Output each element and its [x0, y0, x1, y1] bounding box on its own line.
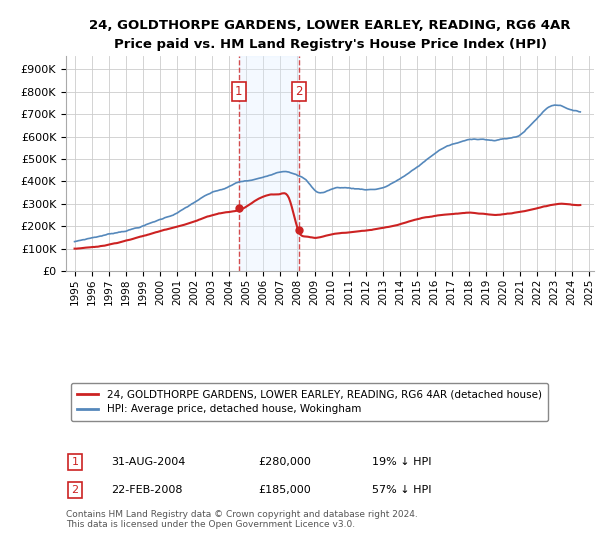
Text: 57% ↓ HPI: 57% ↓ HPI — [372, 485, 431, 495]
Text: 19% ↓ HPI: 19% ↓ HPI — [372, 457, 431, 467]
Text: £280,000: £280,000 — [258, 457, 311, 467]
Text: 1: 1 — [235, 85, 242, 99]
Bar — [239, 56, 299, 271]
Text: Contains HM Land Registry data © Crown copyright and database right 2024.
This d: Contains HM Land Registry data © Crown c… — [66, 510, 418, 529]
Text: 1: 1 — [71, 457, 79, 467]
Text: 2: 2 — [71, 485, 79, 495]
Text: 22-FEB-2008: 22-FEB-2008 — [111, 485, 182, 495]
Legend: 24, GOLDTHORPE GARDENS, LOWER EARLEY, READING, RG6 4AR (detached house), HPI: Av: 24, GOLDTHORPE GARDENS, LOWER EARLEY, RE… — [71, 383, 548, 421]
Title: 24, GOLDTHORPE GARDENS, LOWER EARLEY, READING, RG6 4AR
Price paid vs. HM Land Re: 24, GOLDTHORPE GARDENS, LOWER EARLEY, RE… — [89, 18, 571, 50]
Text: 2: 2 — [295, 85, 302, 99]
Text: £185,000: £185,000 — [258, 485, 311, 495]
Text: 31-AUG-2004: 31-AUG-2004 — [111, 457, 185, 467]
